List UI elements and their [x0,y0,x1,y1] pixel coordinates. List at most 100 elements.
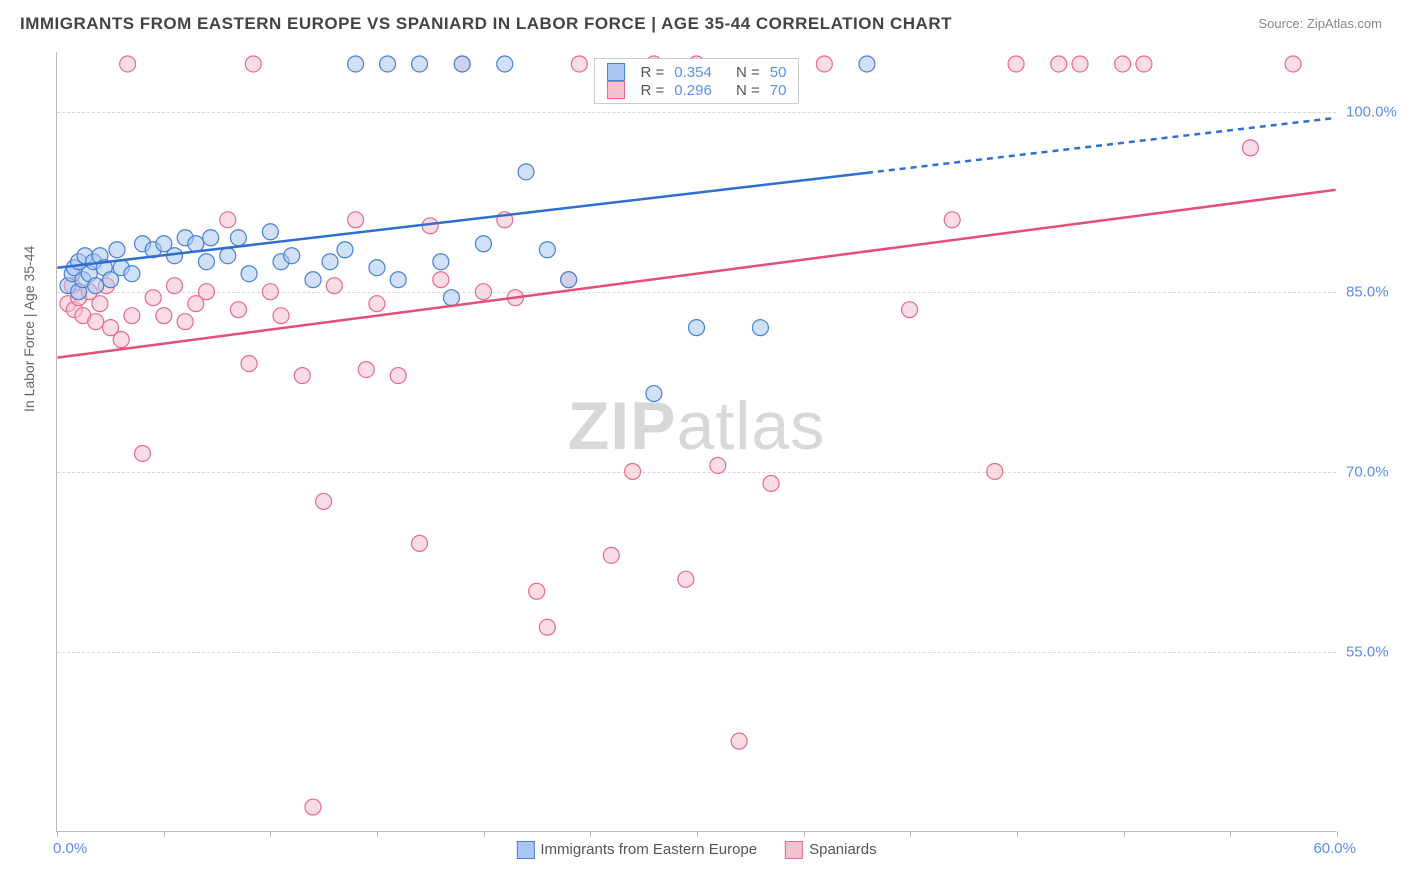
data-point [412,56,428,72]
data-point [109,242,125,258]
legend-row-pink: R = 0.296 N = 70 [607,81,787,99]
xtick [57,831,58,837]
data-point [369,296,385,312]
r-value-blue: 0.354 [674,64,712,81]
data-point [1072,56,1088,72]
xtick [1230,831,1231,837]
source-prefix: Source: [1258,16,1306,31]
n-value-blue: 50 [770,64,787,81]
ytick-label: 100.0% [1346,104,1406,121]
data-point [230,302,246,318]
legend-row-blue: R = 0.354 N = 50 [607,63,787,81]
data-point [262,284,278,300]
source-attribution: Source: ZipAtlas.com [1258,16,1382,31]
n-value-pink: 70 [770,82,787,99]
data-point [88,278,104,294]
x-min-label: 0.0% [53,840,87,857]
data-point [273,308,289,324]
data-point [454,56,470,72]
ytick-label: 85.0% [1346,284,1406,301]
data-point [539,242,555,258]
y-axis-label: In Labor Force | Age 35-44 [21,245,37,411]
data-point [625,463,641,479]
data-point [689,320,705,336]
r-label: R = [641,82,665,99]
xtick [804,831,805,837]
r-label: R = [641,64,665,81]
data-point [1285,56,1301,72]
data-point [241,356,257,372]
data-point [710,457,726,473]
data-point [113,332,129,348]
xtick [590,831,591,837]
ytick-label: 55.0% [1346,644,1406,661]
data-point [322,254,338,270]
data-point [475,284,491,300]
data-point [561,272,577,288]
xtick [1124,831,1125,837]
xtick [910,831,911,837]
xtick [377,831,378,837]
swatch-pink-icon [785,841,803,859]
data-point [603,547,619,563]
data-point [944,212,960,228]
data-point [198,254,214,270]
data-point [294,368,310,384]
data-point [135,445,151,461]
data-point [731,733,747,749]
data-point [390,272,406,288]
data-point [92,296,108,312]
data-point [262,224,278,240]
data-point [433,272,449,288]
data-point [326,278,342,294]
data-point [1136,56,1152,72]
data-point [284,248,300,264]
data-point [120,56,136,72]
data-point [412,535,428,551]
data-point [156,308,172,324]
n-label: N = [736,64,760,81]
swatch-blue-icon [607,63,625,81]
xtick [164,831,165,837]
data-point [902,302,918,318]
data-point [380,56,396,72]
xtick [1337,831,1338,837]
series-name-blue: Immigrants from Eastern Europe [540,841,757,858]
data-point [348,56,364,72]
data-point [88,314,104,330]
data-point [1115,56,1131,72]
data-point [475,236,491,252]
data-point [518,164,534,180]
data-point [497,56,513,72]
data-point [433,254,449,270]
data-point [230,230,246,246]
data-point [752,320,768,336]
data-point [124,308,140,324]
data-point [646,386,662,402]
data-point [859,56,875,72]
xtick [484,831,485,837]
data-point [245,56,261,72]
data-point [816,56,832,72]
chart-title: IMMIGRANTS FROM EASTERN EUROPE VS SPANIA… [20,14,952,34]
data-point [220,212,236,228]
xtick [697,831,698,837]
data-point [443,290,459,306]
correlation-legend: R = 0.354 N = 50 R = 0.296 N = 70 [594,58,800,104]
xtick [1017,831,1018,837]
x-max-label: 60.0% [1313,840,1356,857]
data-point [571,56,587,72]
data-point [220,248,236,264]
data-point [1051,56,1067,72]
data-point [188,236,204,252]
chart-svg [57,52,1336,831]
xtick [270,831,271,837]
data-point [1242,140,1258,156]
data-point [167,278,183,294]
source-link[interactable]: ZipAtlas.com [1307,16,1382,31]
data-point [316,493,332,509]
data-point [358,362,374,378]
data-point [145,290,161,306]
data-point [177,314,193,330]
data-point [337,242,353,258]
